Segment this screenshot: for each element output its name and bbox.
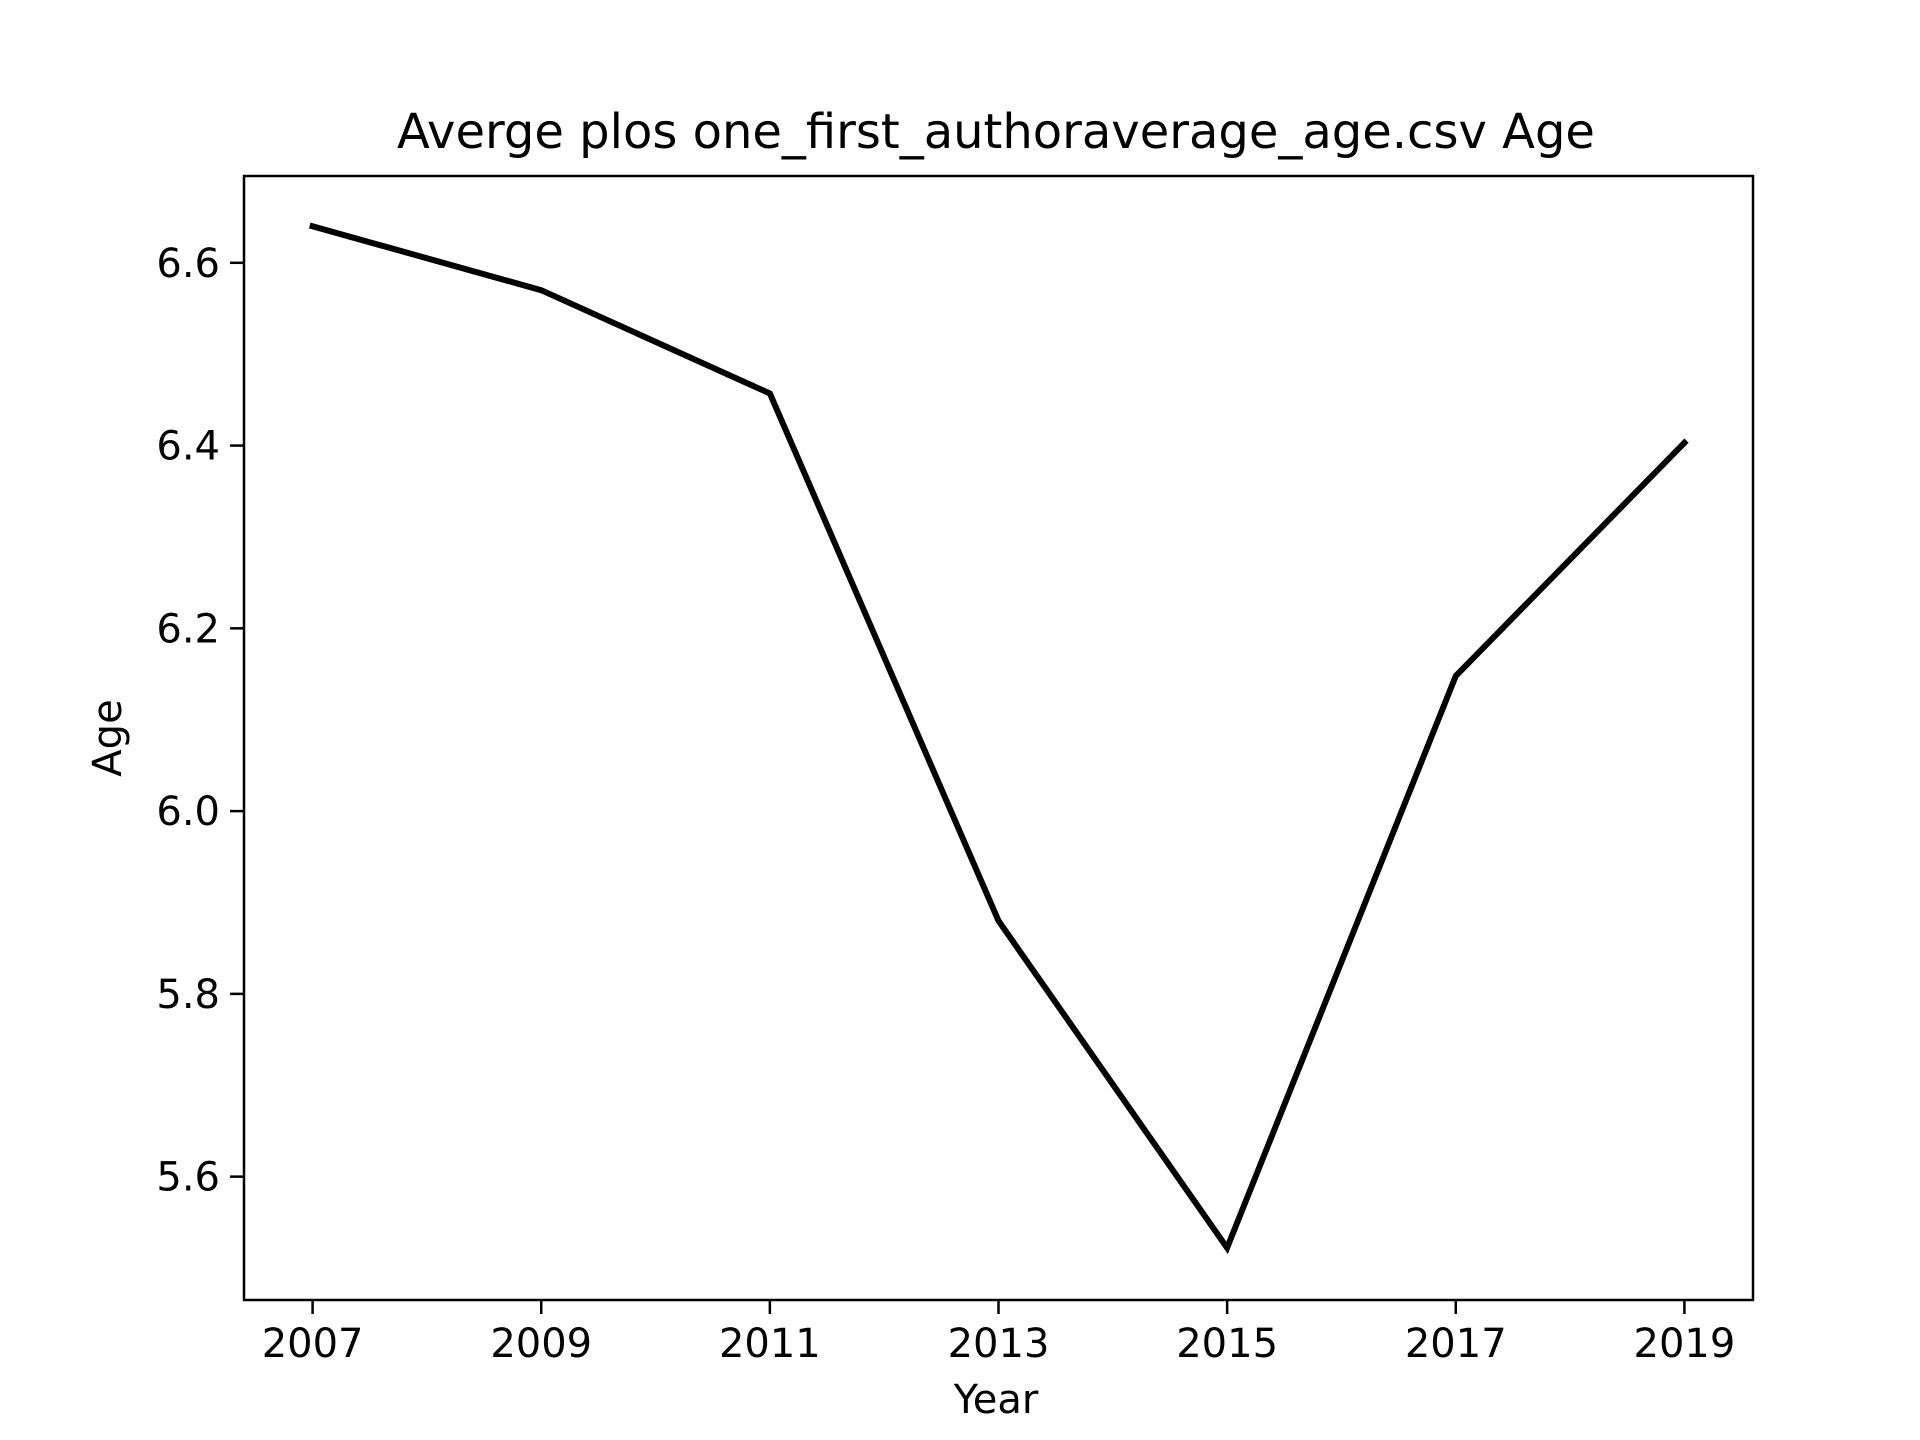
x-axis: 2007 2009 2011 2013 2015 2017 2019	[262, 1300, 1736, 1367]
y-tick-label-6.2: 6.2	[156, 606, 220, 652]
y-axis: 5.6 5.8 6.0 6.2 6.4 6.6	[156, 241, 244, 1201]
chart-title: Averge plos one_first_authoraverage_age.…	[397, 104, 1595, 160]
y-tick-label-5.8: 5.8	[156, 972, 220, 1018]
y-tick-label-6.0: 6.0	[156, 789, 220, 835]
x-tick-label-2011: 2011	[719, 1321, 821, 1367]
x-axis-label: Year	[953, 1377, 1039, 1423]
x-tick-label-2017: 2017	[1405, 1321, 1507, 1367]
y-tick-label-5.6: 5.6	[156, 1155, 220, 1201]
x-tick-label-2019: 2019	[1634, 1321, 1736, 1367]
x-tick-label-2007: 2007	[262, 1321, 364, 1367]
x-tick-label-2013: 2013	[948, 1321, 1050, 1367]
plot-area	[308, 222, 1689, 1255]
x-tick-label-2009: 2009	[490, 1321, 592, 1367]
x-tick-label-2015: 2015	[1176, 1321, 1278, 1367]
y-axis-label: Age	[85, 699, 131, 776]
y-tick-label-6.4: 6.4	[156, 424, 220, 470]
y-tick-label-6.6: 6.6	[156, 241, 220, 287]
